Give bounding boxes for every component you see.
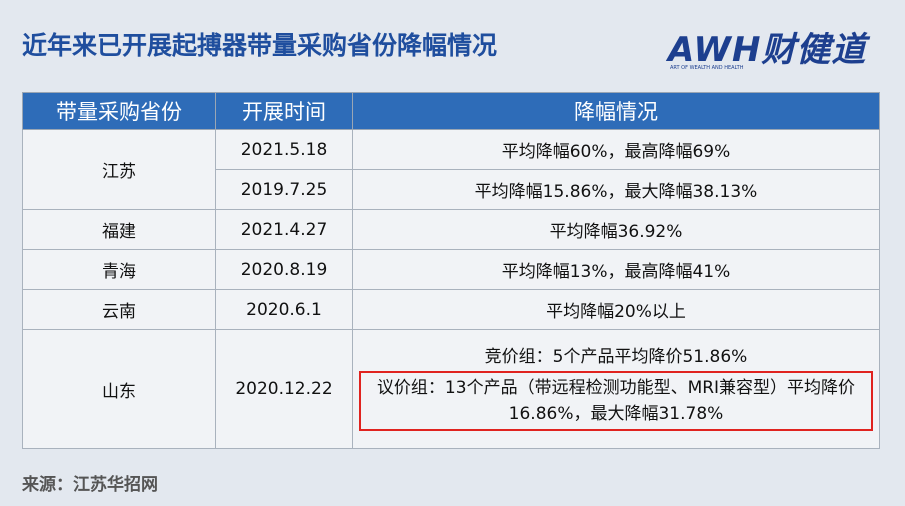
table-row: 福建 2021.4.27 平均降幅36.92% [22,209,880,250]
date-cell: 2021.5.18 [215,129,353,170]
table-row: 2019.7.25 平均降幅15.86%，最大降幅38.13% [23,169,880,210]
table-row: 江苏 2021.5.18 平均降幅60%，最高降幅69% [22,129,880,210]
table-row: 云南 2020.6.1 平均降幅20%以上 [22,289,880,330]
date-cell: 2021.4.27 [215,209,353,250]
date-cell: 2020.12.22 [215,329,353,449]
province-cell: 江苏 [22,129,216,210]
title: 近年来已开展起搏器带量采购省份降幅情况 [22,31,498,60]
date-cell: 2019.7.25 [215,169,353,210]
source: 来源：江苏华招网 [22,475,158,495]
reduction-text: 平均降幅60%，最高降幅69% [501,142,731,162]
table-row: 山东 2020.12.22 竞价组：5个产品平均降价51.86% 议价组：13个产品（… [22,329,880,449]
province-cell: 山东 [22,329,216,449]
reduction-text: 平均降幅15.86%，最大降幅38.13% [474,182,758,202]
column-header: 开展时间 [215,92,353,130]
province-cell: 青海 [22,249,216,290]
column-header: 降幅情况 [352,92,880,130]
reduction-cell: 平均降幅36.92% [352,209,880,250]
reduction-cell: 竞价组：5个产品平均降价51.86% 议价组：13个产品（带远程检测功能型、MRI… [352,329,880,449]
reduction-text: 平均降幅13%，最高降幅41% [501,262,731,282]
column-header: 带量采购省份 [22,92,216,130]
reduction-cell: 平均降幅20%以上 [352,289,880,330]
reduction-cell: 平均降幅15.86%，最大降幅38.13% [352,169,880,210]
reduction-cell: 平均降幅60%，最高降幅69% [352,129,880,170]
reduction-cell: 平均降幅13%，最高降幅41% [352,249,880,290]
logo-subtitle: ART OF WEALTH AND HEALTH [670,65,744,71]
table: 带量采购省份 开展时间 降幅情况 江苏 2021.5.18 平均降幅60%，最高降幅69… [22,92,880,449]
table-body: 江苏 2021.5.18 平均降幅60%，最高降幅69% 2019.7.25 平均降幅1… [22,129,880,449]
reduction-text: 平均降幅36.92% [549,222,683,242]
reduction-text: 平均降幅20%以上 [546,302,686,322]
date-cell: 2020.6.1 [215,289,353,330]
table-row: 青海 2020.8.19 平均降幅13%，最高降幅41% [22,249,880,290]
date-cell: 2020.8.19 [215,249,353,290]
highlighted-text: 议价组：13个产品（带远程检测功能型、MRI兼容型）平均降价16.86%，最大降… [359,370,873,431]
province-cell: 福建 [22,209,216,250]
header-row: 带量采购省份 开展时间 降幅情况 [22,92,880,130]
province-cell: 云南 [22,289,216,330]
logo: AWH财健道 [668,30,867,70]
reduction-text: 竞价组：5个产品平均降价51.86% [484,346,748,367]
